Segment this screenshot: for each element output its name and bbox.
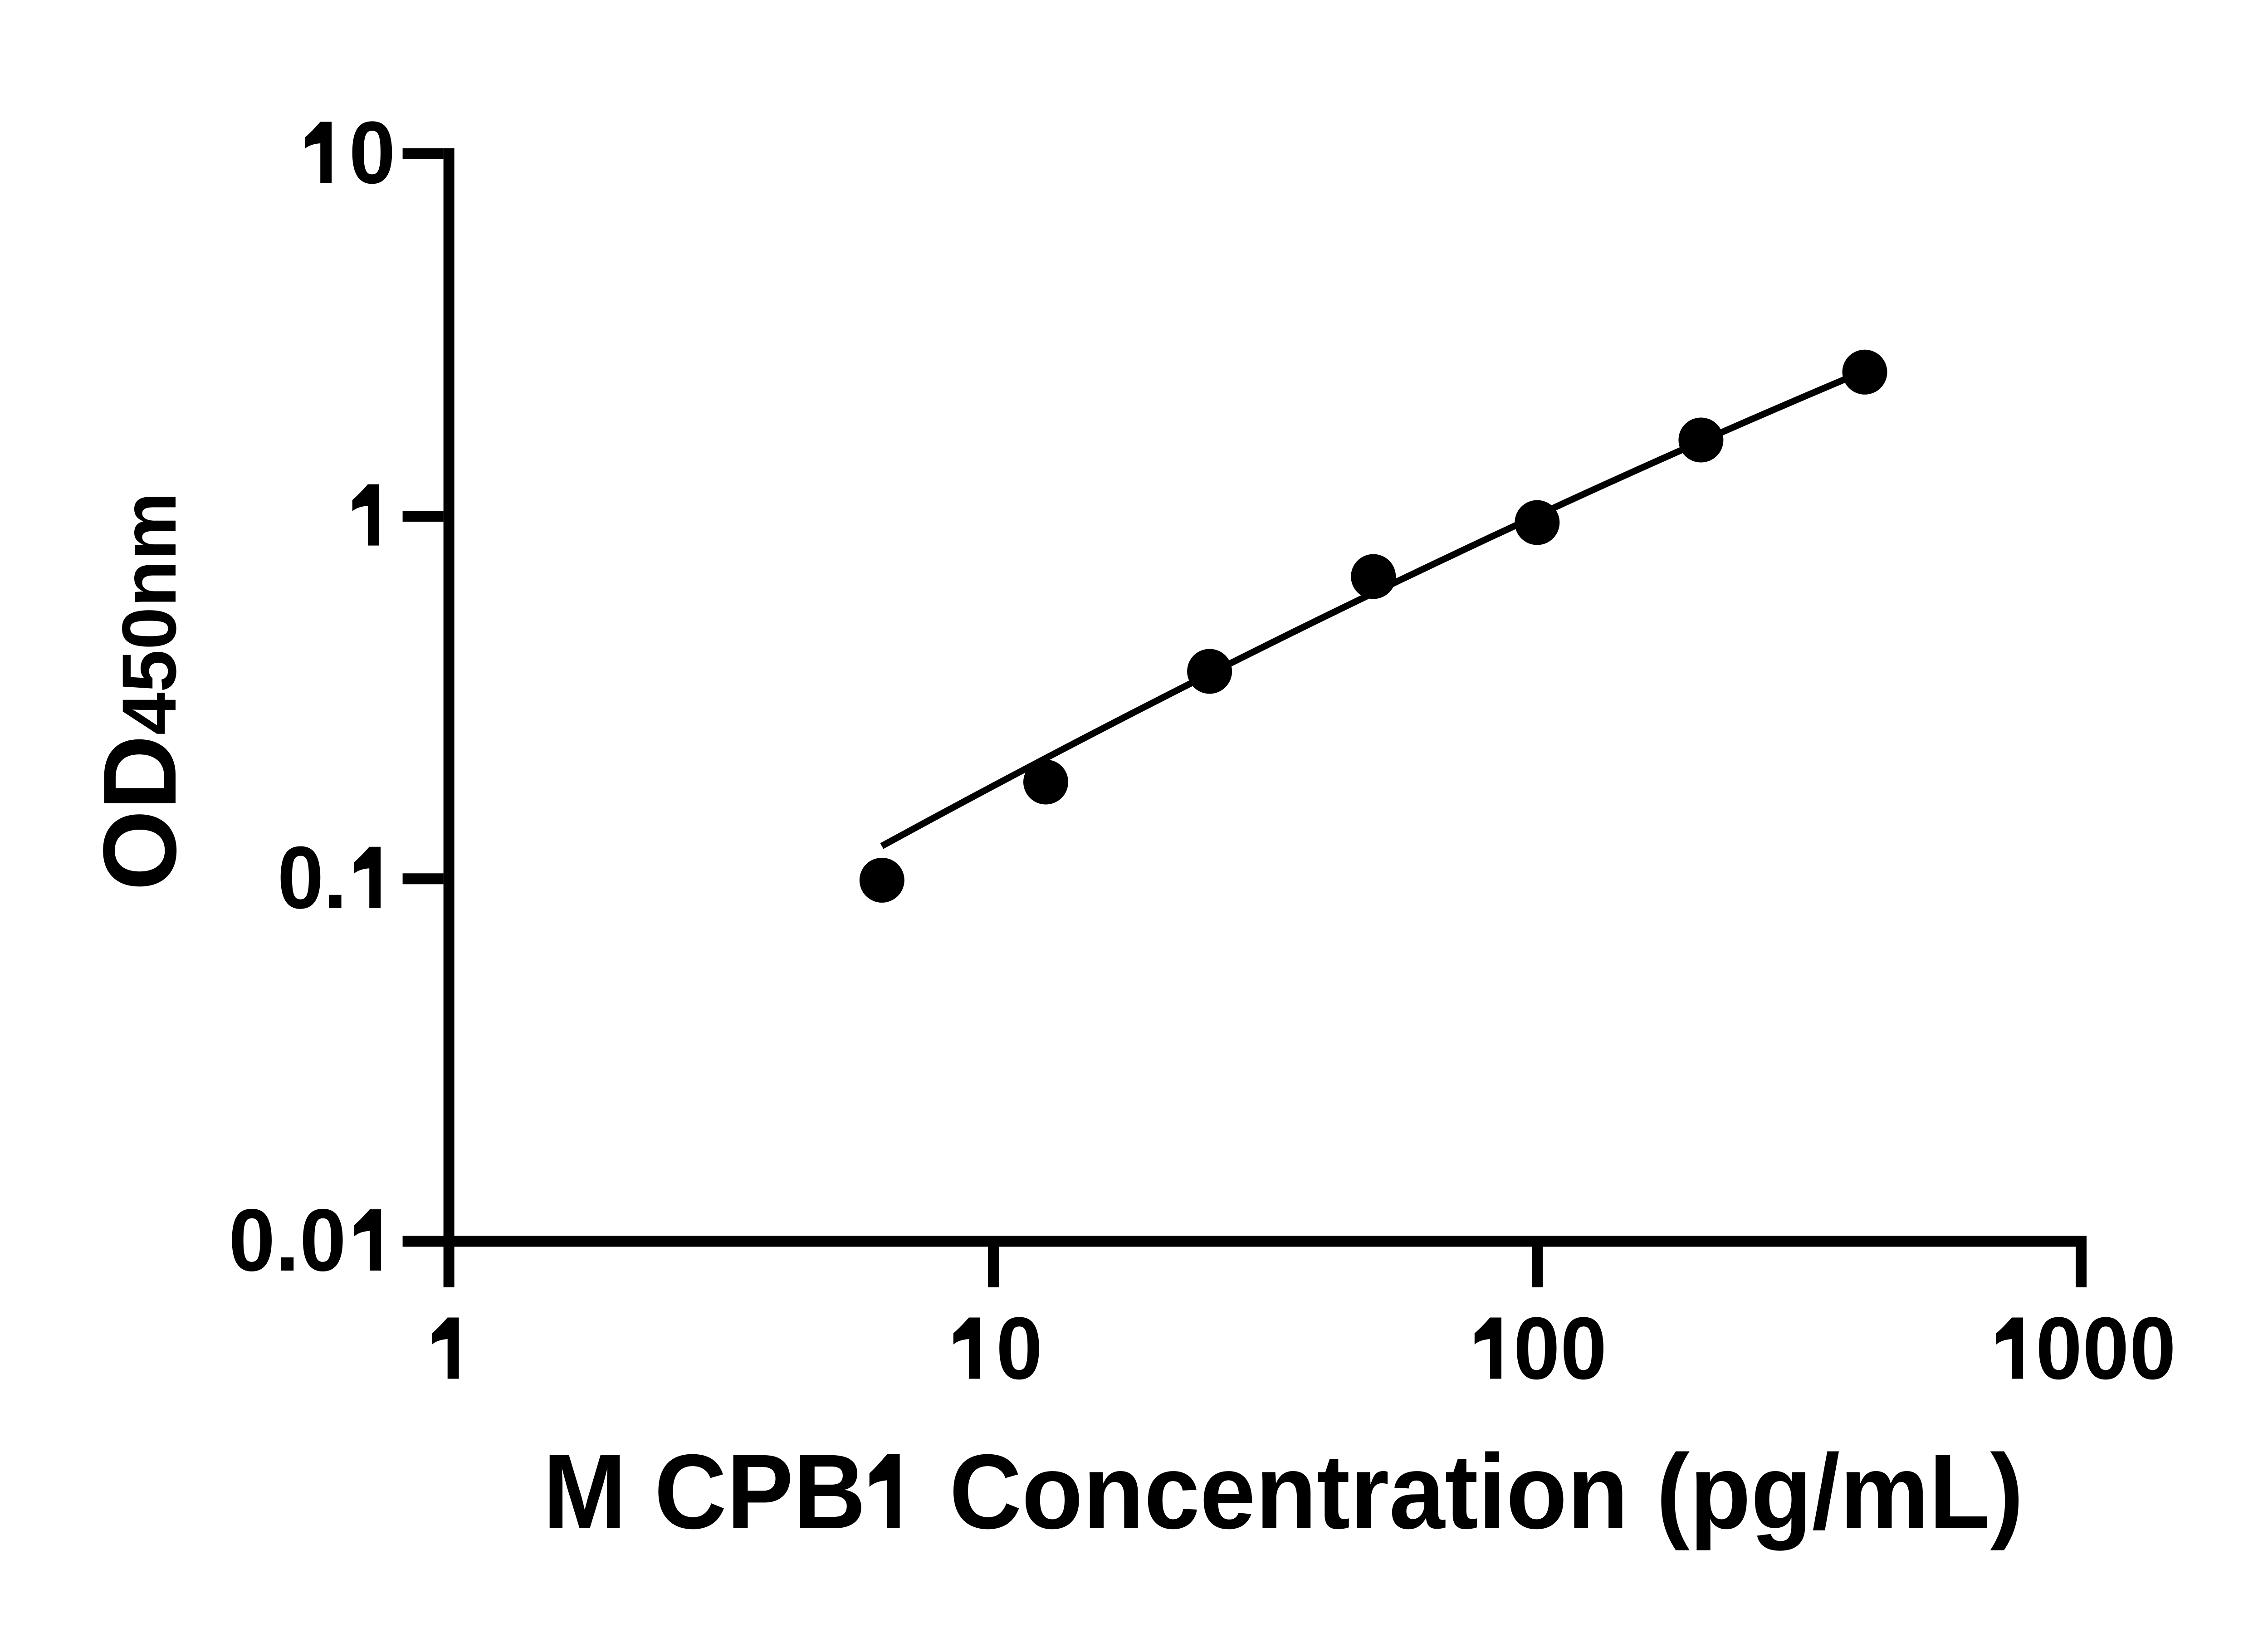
svg-text:0: 0 (2130, 1299, 2176, 1398)
svg-text:0: 0 (1560, 1299, 1607, 1398)
svg-text:0: 0 (300, 1191, 346, 1290)
svg-text:0: 0 (2082, 1299, 2129, 1398)
svg-text:.: . (275, 1191, 300, 1290)
svg-text:0: 0 (277, 828, 323, 927)
svg-text:0: 0 (996, 1299, 1042, 1398)
svg-text:0: 0 (2036, 1299, 2082, 1398)
svg-text:0: 0 (1514, 1299, 1560, 1398)
svg-text:.: . (323, 828, 347, 927)
svg-text:0: 0 (229, 1191, 275, 1290)
svg-text:M CPB1 Concentration (pg/mL): M CPB1 Concentration (pg/mL) (543, 1433, 2024, 1551)
svg-text:0: 0 (349, 103, 395, 202)
